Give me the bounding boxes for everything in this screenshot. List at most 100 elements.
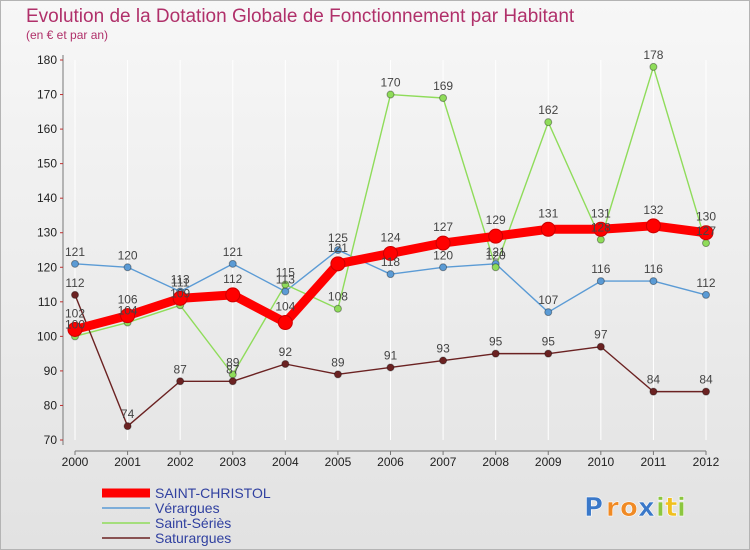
legend-label-saturargues: Saturargues bbox=[155, 530, 231, 546]
point-verargues-2006 bbox=[386, 270, 395, 279]
point-saturargues-2004 bbox=[281, 360, 290, 368]
point-verargues-2012 bbox=[702, 290, 710, 299]
point-verargues-2003 bbox=[228, 259, 237, 268]
point-saint-christol-2001 bbox=[120, 308, 136, 324]
y-axis-ticks: 70 80 90 100 110 120 130 140 150 160 170 180 bbox=[37, 53, 63, 447]
x-tick-label-2002: 2002 bbox=[167, 455, 194, 469]
y-tick-label: 110 bbox=[38, 295, 57, 309]
logo-letter: P bbox=[584, 493, 603, 523]
point-saint-series-2007 bbox=[439, 94, 448, 102]
data-label-saturargues-2012: 84 bbox=[699, 373, 713, 387]
x-tick-label-2003: 2003 bbox=[219, 455, 246, 469]
logo-letter: o bbox=[620, 493, 638, 523]
logo-letter: i bbox=[677, 493, 686, 523]
point-saint-series-2009 bbox=[544, 118, 553, 127]
point-saint-christol-2006 bbox=[383, 245, 398, 261]
data-label-saint-series-2006: 170 bbox=[380, 76, 400, 90]
x-tick-label-2009: 2009 bbox=[535, 455, 562, 469]
y-tick-label: 170 bbox=[37, 88, 57, 102]
data-label-verargues-2008: 121 bbox=[486, 245, 506, 259]
y-tick-label: 130 bbox=[37, 226, 57, 240]
legend-label-saint-series: Saint-Sériès bbox=[155, 515, 231, 531]
point-saturargues-2006 bbox=[386, 363, 395, 372]
x-tick-label-2005: 2005 bbox=[325, 455, 352, 469]
point-verargues-2011 bbox=[649, 277, 658, 286]
data-label-saint-series-2004: 115 bbox=[276, 266, 295, 280]
point-saint-christol-2002 bbox=[172, 290, 188, 306]
data-label-saint-christol-2000: 102 bbox=[65, 306, 85, 320]
data-label-saint-series-2000: 100 bbox=[65, 317, 85, 331]
point-verargues-2009 bbox=[544, 308, 553, 317]
data-label-saint-series-2007: 169 bbox=[433, 79, 453, 93]
point-saturargues-2000 bbox=[71, 290, 79, 299]
x-tick-label-2004: 2004 bbox=[272, 455, 299, 469]
point-verargues-2000 bbox=[71, 259, 79, 268]
point-saint-christol-2008 bbox=[488, 228, 504, 244]
point-verargues-2010 bbox=[596, 277, 605, 286]
data-label-saturargues-2011: 84 bbox=[647, 373, 661, 387]
x-tick-label-2001: 2001 bbox=[114, 455, 141, 469]
data-label-saint-christol-2006: 124 bbox=[380, 230, 400, 244]
data-label-verargues-2000: 121 bbox=[65, 245, 85, 259]
data-label-saint-christol-2012: 130 bbox=[696, 210, 716, 224]
data-label-saint-series-2011: 178 bbox=[643, 48, 663, 62]
data-label-saint-series-2009: 162 bbox=[538, 103, 558, 117]
y-tick-label: 160 bbox=[37, 122, 57, 136]
data-label-saint-christol-2007: 127 bbox=[433, 220, 453, 234]
data-label-saint-christol-2010: 131 bbox=[591, 206, 611, 220]
y-tick-label: 140 bbox=[37, 191, 57, 205]
point-saturargues-2005 bbox=[333, 370, 342, 379]
data-label-saint-christol-2009: 131 bbox=[538, 206, 558, 220]
point-saint-series-2005 bbox=[333, 304, 342, 313]
data-label-saint-series-2001: 104 bbox=[118, 304, 138, 318]
data-label-verargues-2010: 116 bbox=[591, 262, 610, 276]
x-tick-label-2011: 2011 bbox=[641, 455, 667, 469]
chart-title: Evolution de la Dotation Globale de Fonc… bbox=[26, 6, 575, 27]
point-saint-christol-2007 bbox=[435, 235, 451, 251]
point-saint-christol-2010 bbox=[593, 221, 609, 237]
legend-label-verargues: Vérargues bbox=[155, 500, 220, 516]
point-saint-series-2004 bbox=[281, 280, 290, 289]
point-saturargues-2002 bbox=[176, 377, 185, 386]
chart-subtitle: (en € et par an) bbox=[26, 28, 108, 42]
point-saturargues-2007 bbox=[439, 356, 448, 365]
y-tick-label: 90 bbox=[44, 364, 58, 378]
point-saint-christol-2011 bbox=[645, 218, 661, 234]
point-saint-christol-2005 bbox=[330, 256, 346, 272]
data-label-verargues-2007: 120 bbox=[433, 248, 453, 262]
data-label-verargues-2004: 113 bbox=[276, 272, 295, 286]
data-label-saint-christol-2003: 112 bbox=[223, 272, 242, 286]
legend-label-saint-christol: SAINT-CHRISTOL bbox=[155, 485, 271, 501]
x-tick-label-2000: 2000 bbox=[62, 455, 89, 469]
data-label-saint-series-2010: 128 bbox=[591, 221, 611, 235]
data-label-saint-christol-2008: 129 bbox=[486, 213, 506, 227]
point-saturargues-2009 bbox=[544, 349, 553, 358]
point-saturargues-2011 bbox=[649, 387, 658, 396]
series-points bbox=[67, 62, 714, 431]
point-saint-christol-2004 bbox=[277, 315, 293, 331]
logo-letter: t bbox=[665, 493, 677, 523]
x-tick-label-2008: 2008 bbox=[482, 455, 509, 469]
point-saturargues-2010 bbox=[596, 342, 605, 351]
data-label-saturargues-2005: 89 bbox=[331, 355, 345, 369]
data-label-saturargues-2002: 87 bbox=[173, 362, 187, 376]
point-saint-series-2008 bbox=[491, 263, 500, 272]
data-label-saturargues-2008: 95 bbox=[489, 335, 503, 349]
point-saint-christol-2000 bbox=[67, 321, 83, 337]
point-saint-series-2011 bbox=[649, 62, 658, 71]
y-tick-label: 80 bbox=[44, 398, 58, 412]
point-verargues-2001 bbox=[123, 263, 132, 272]
y-tick-label: 180 bbox=[37, 53, 57, 67]
x-axis-ticks: 2000 2001 2002 2003 2004 2005 2006 2007 2008 2009… bbox=[62, 451, 720, 469]
x-tick-label-2007: 2007 bbox=[430, 455, 457, 469]
legend: SAINT-CHRISTOLVérarguesSaint-SérièsSatur… bbox=[102, 485, 271, 546]
y-tick-label: 100 bbox=[37, 329, 57, 343]
data-label-saturargues-2009: 95 bbox=[542, 335, 556, 349]
data-label-saint-christol-2002: 111 bbox=[171, 275, 190, 289]
data-label-verargues-2005: 125 bbox=[328, 231, 348, 245]
data-label-verargues-2012: 112 bbox=[696, 276, 715, 290]
data-label-saint-christol-2011: 132 bbox=[643, 203, 663, 217]
point-saint-christol-2009 bbox=[540, 221, 556, 237]
